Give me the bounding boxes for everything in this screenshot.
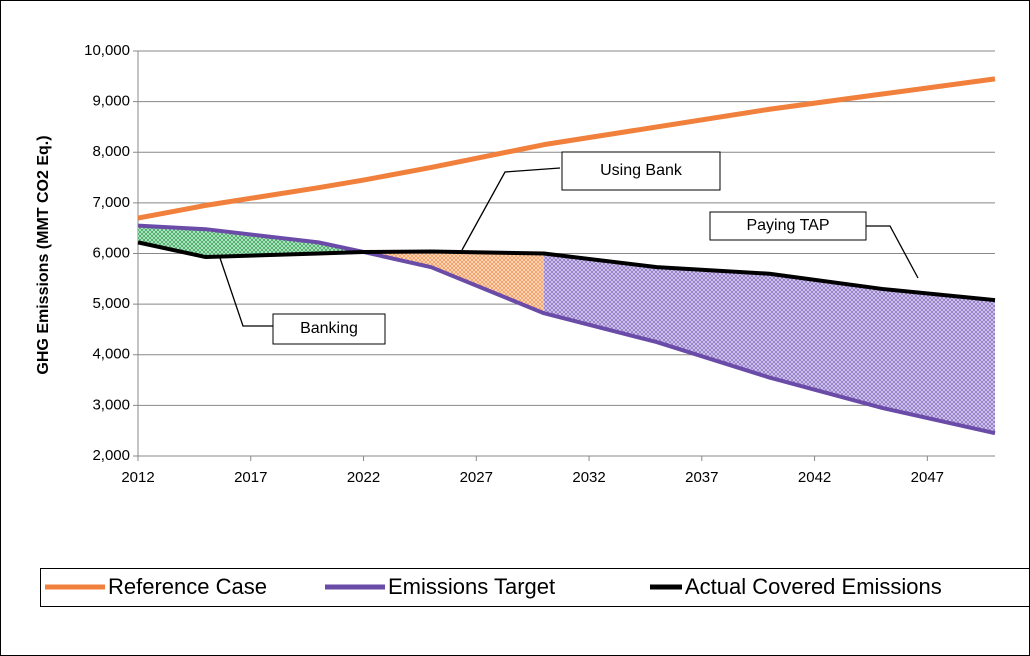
annotation-leader [461, 167, 561, 251]
annotation-box [709, 211, 867, 241]
legend-label: Emissions Target [388, 574, 555, 599]
y-axis-title: GHG Emissions (MMT CO2 Eq.) [35, 135, 52, 374]
series-line [137, 76, 996, 221]
x-tick-label: 2022 [347, 469, 380, 486]
annotation-box [561, 151, 721, 191]
y-tick-label: 2,000 [92, 447, 130, 464]
y-tick-label: 3,000 [92, 396, 130, 413]
y-tick-label: 6,000 [92, 244, 130, 261]
shaded-area [363, 251, 544, 314]
x-tick-label: 2017 [234, 469, 267, 486]
series-line [137, 240, 996, 303]
x-tick-label: 2032 [572, 469, 605, 486]
annotation-text: Using Bank [600, 162, 683, 179]
annotation-text: Paying TAP [746, 217, 829, 234]
shaded-area [138, 225, 364, 258]
y-tick-label: 9,000 [92, 93, 130, 110]
y-tick-label: 5,000 [92, 295, 130, 312]
x-tick-label: 2042 [798, 469, 831, 486]
shaded-area [543, 253, 995, 434]
annotation-leader [219, 257, 273, 327]
x-tick-label: 2027 [460, 469, 493, 486]
annotation-box [272, 313, 386, 345]
y-tick-label: 10,000 [84, 42, 130, 59]
legend-label: Actual Covered Emissions [685, 574, 942, 599]
legend-box [40, 568, 1030, 607]
y-tick-label: 4,000 [92, 346, 130, 363]
y-tick-label: 8,000 [92, 143, 130, 160]
x-tick-label: 2037 [685, 469, 718, 486]
y-tick-label: 7,000 [92, 194, 130, 211]
annotation-text: Banking [300, 320, 358, 337]
legend-label: Reference Case [108, 574, 267, 599]
annotation-leader [866, 225, 919, 279]
x-tick-label: 2012 [121, 469, 154, 486]
x-tick-label: 2047 [911, 469, 944, 486]
series-line [137, 223, 996, 436]
